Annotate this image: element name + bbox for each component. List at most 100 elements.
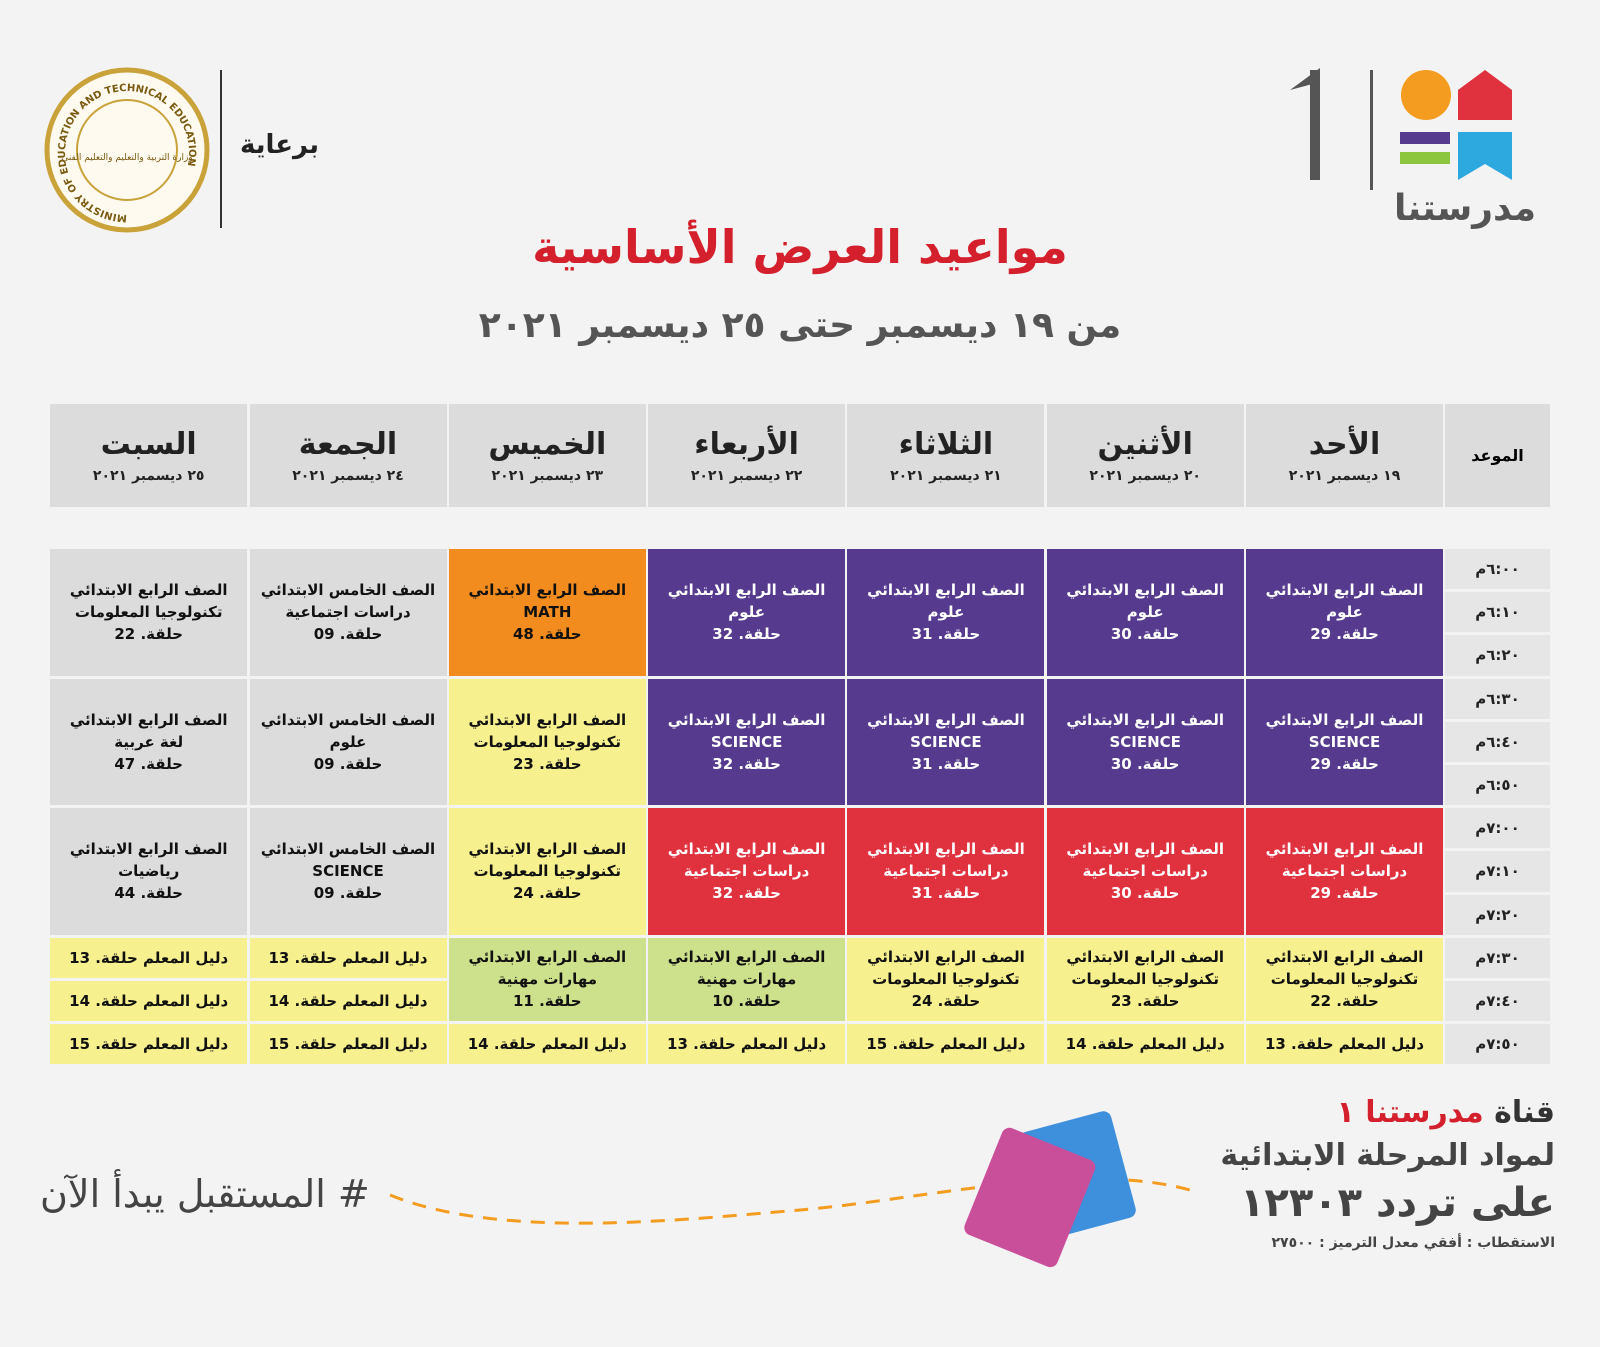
cell-line: لغة عربية <box>114 732 184 751</box>
cell-line: حلقة. 48 <box>512 625 582 644</box>
cell-line: دليل المعلم حلقة. 13 <box>1264 1035 1425 1054</box>
cell-line: الصف الرابع الابتدائي <box>1066 840 1225 859</box>
cell-line: حلقة. 44 <box>114 884 183 903</box>
cell-line: تكنولوجيا المعلومات <box>74 603 223 622</box>
cell-line: تكنولوجيا المعلومات <box>1071 970 1219 989</box>
cell-line: الصف الرابع الابتدائي <box>1265 581 1424 600</box>
cell-line: تكنولوجيا المعلومات <box>1270 970 1419 989</box>
cell-line: الصف الرابع الابتدائي <box>468 581 627 600</box>
cell-line: حلقة. 47 <box>114 754 183 773</box>
schedule-cell: الصف الرابع الابتدائي دراسات اجتماعية حلقة… <box>648 808 846 935</box>
cell-line: حلقة. 31 <box>911 625 981 644</box>
schedule-cell: الصف الرابع الابتدائي علوم حلقة. 29 <box>1246 549 1443 676</box>
channel-prefix: قناة <box>1494 1095 1555 1130</box>
cell-line: حلقة. 29 <box>1310 625 1379 644</box>
schedule-cell: دليل المعلم حلقة. 14 <box>50 981 248 1022</box>
time-label: ٦:٠٠م <box>1475 560 1520 579</box>
time-label: ٧:٤٠م <box>1475 992 1520 1011</box>
cell-line: دليل المعلم حلقة. 15 <box>268 1035 428 1054</box>
cell-line: الصف الرابع الابتدائي <box>1066 948 1225 967</box>
logo-bar <box>1400 152 1450 164</box>
cell-line: حلقة. 22 <box>1310 992 1379 1011</box>
day-header: الخميس ٢٣ ديسمبر ٢٠٢١ <box>448 404 646 507</box>
schedule-cell: دليل المعلم حلقة. 14 <box>249 981 447 1022</box>
cell-line: حلقة. 09 <box>313 754 383 773</box>
cell-line: SCIENCE <box>1109 732 1181 751</box>
cell-line: الصف الرابع الابتدائي <box>69 581 228 600</box>
cell-line: حلقة. 32 <box>712 754 781 773</box>
seal-inner-ring <box>76 99 178 201</box>
cell-line: دراسات اجتماعية <box>1082 862 1208 881</box>
schedule-cell: الصف الخامس الابتدائي دراسات اجتماعية حلقة… <box>249 549 447 676</box>
cell-line: حلقة. 23 <box>512 754 582 773</box>
book-pink <box>964 1127 1096 1268</box>
cell-line: الصف الرابع الابتدائي <box>667 948 826 967</box>
logo-book <box>1458 132 1512 180</box>
schedule-cell: الصف الرابع الابتدائي مهارات مهنية حلقة. 1… <box>448 937 646 1022</box>
sponsor-label: برعاية <box>240 130 319 160</box>
cell-line: دليل المعلم حلقة. 14 <box>467 1035 627 1054</box>
cell-line: دليل المعلم حلقة. 14 <box>1065 1035 1225 1054</box>
time-label: ٦:٢٠م <box>1475 646 1520 665</box>
schedule-cell: الصف الرابع الابتدائي تكنولوجيا المعلومات… <box>448 808 646 935</box>
cell-line: الصف الرابع الابتدائي <box>867 581 1025 600</box>
logo-divider <box>1370 70 1373 190</box>
cell-line: الصف الرابع الابتدائي <box>468 948 627 967</box>
cell-line: الصف الرابع الابتدائي <box>667 710 826 729</box>
cell-line: حلقة. 31 <box>911 884 981 903</box>
cell-line: الصف الخامس الابتدائي <box>260 710 436 729</box>
cell-line: دراسات اجتماعية <box>285 603 411 622</box>
cell-line: SCIENCE <box>910 732 982 751</box>
schedule-cell: دليل المعلم حلقة. 13 <box>648 1024 846 1065</box>
cell-line: الصف الرابع الابتدائي <box>468 710 627 729</box>
schedule-cell: الصف الرابع الابتدائي تكنولوجيا المعلومات… <box>1046 937 1244 1022</box>
time-cell: ٧:٢٠م <box>1445 894 1550 935</box>
channel-details: الاستقطاب : أفقي معدل الترميز : ٢٧٥٠٠ <box>1271 1235 1555 1251</box>
logo-house <box>1458 70 1512 120</box>
time-cell: ٧:٥٠م <box>1445 1024 1550 1065</box>
time-label: ٦:١٠م <box>1475 603 1520 622</box>
channel-line: قناة مدرستنا ١ <box>1170 1095 1555 1130</box>
cell-line: الصف الرابع الابتدائي <box>867 840 1025 859</box>
schedule-cell: دليل المعلم حلقة. 13 <box>1246 1024 1443 1065</box>
schedule-cell: الصف الخامس الابتدائي علوم حلقة. 09 <box>249 678 447 806</box>
cell-line: تكنولوجيا المعلومات <box>872 970 1020 989</box>
subtitle: من ١٩ ديسمبر حتى ٢٥ ديسمبر ٢٠٢١ <box>478 305 1122 346</box>
cell-line: MATH <box>523 603 572 622</box>
cell-line: حلقة. 32 <box>712 625 781 644</box>
day-name: الأربعاء <box>694 427 799 462</box>
schedule-cell: الصف الرابع الابتدائي مهارات مهنية حلقة. 1… <box>648 937 846 1022</box>
schedule-cell: الصف الرابع الابتدائي SCIENCE حلقة. 30 <box>1046 678 1244 806</box>
sponsor-divider <box>220 70 222 228</box>
schedule-cell: دليل المعلم حلقة. 14 <box>448 1024 646 1065</box>
time-cell: ٦:٤٠م <box>1445 721 1550 762</box>
time-label: ٦:٣٠م <box>1475 689 1520 708</box>
cell-line: دليل المعلم حلقة. 15 <box>69 1035 229 1054</box>
schedule-cell: الصف الرابع الابتدائي علوم حلقة. 30 <box>1046 549 1244 676</box>
schedule-cell: الصف الرابع الابتدائي لغة عربية حلقة. 47 <box>50 678 248 806</box>
day-header: الأثنين ٢٠ ديسمبر ٢٠٢١ <box>1046 404 1244 507</box>
cell-line: حلقة. 22 <box>114 625 183 644</box>
cell-line: علوم <box>1126 603 1164 622</box>
cell-line: رياضيات <box>118 862 180 881</box>
day-date: ٢٥ ديسمبر ٢٠٢١ <box>92 468 205 484</box>
time-label: ٧:١٠م <box>1475 862 1520 881</box>
hashtag: # المستقبل يبدأ الآن <box>40 1172 370 1216</box>
cell-line: الصف الرابع الابتدائي <box>867 948 1025 967</box>
time-cell: ٧:٠٠م <box>1445 808 1550 849</box>
time-cell: ٧:٤٠م <box>1445 981 1550 1022</box>
cell-line: تكنولوجيا المعلومات <box>473 862 622 881</box>
cell-line: حلقة. 32 <box>712 884 781 903</box>
ministry-seal: MINISTRY OF EDUCATION AND TECHNICAL EDUC… <box>44 67 210 233</box>
day-header: الأحد ١٩ ديسمبر ٢٠٢١ <box>1246 404 1443 507</box>
cell-line: SCIENCE <box>312 862 384 881</box>
schedule-cell: الصف الرابع الابتدائي SCIENCE حلقة. 32 <box>648 678 846 806</box>
cell-line: علوم <box>329 732 367 751</box>
schedule-cell: الصف الرابع الابتدائي علوم حلقة. 32 <box>648 549 846 676</box>
time-label: ٦:٤٠م <box>1475 732 1520 751</box>
schedule-cell: الصف الرابع الابتدائي علوم حلقة. 31 <box>847 549 1045 676</box>
cell-line: الصف الرابع الابتدائي <box>69 710 228 729</box>
schedule-cell: دليل المعلم حلقة. 15 <box>847 1024 1045 1065</box>
cell-line: دليل المعلم حلقة. 13 <box>667 1035 827 1054</box>
cell-line: الصف الرابع الابتدائي <box>1066 581 1225 600</box>
